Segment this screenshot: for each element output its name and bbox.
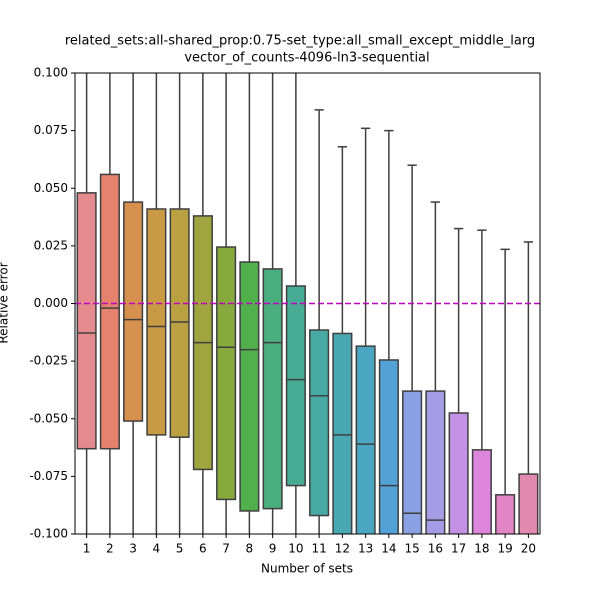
x-tick-label: 13 <box>358 542 373 556</box>
x-tick-label: 1 <box>83 542 91 556</box>
box <box>425 390 446 534</box>
x-tick-label: 7 <box>222 542 230 556</box>
y-tick-label: 0.025 <box>34 238 68 252</box>
x-tick-label: 10 <box>288 542 303 556</box>
box <box>123 201 144 422</box>
x-tick-label: 17 <box>451 542 466 556</box>
y-tick-label: 0.000 <box>34 296 68 310</box>
y-tick-label: 0.100 <box>34 66 68 80</box>
x-tick-label: 5 <box>176 542 184 556</box>
x-axis-label: Number of sets <box>261 562 353 576</box>
box <box>471 449 492 534</box>
x-tick-label: 9 <box>269 542 277 556</box>
y-tick-label: -0.025 <box>29 354 68 368</box>
y-tick-label: -0.100 <box>29 527 68 541</box>
box <box>146 208 167 436</box>
chart-title: vector_of_counts-4096-ln3-sequential <box>184 51 429 66</box>
x-tick-label: 2 <box>106 542 114 556</box>
box <box>378 359 399 534</box>
box <box>448 412 469 534</box>
box <box>262 268 283 510</box>
plot-area <box>75 73 540 534</box>
y-axis-label: Relative error <box>0 262 11 343</box>
box <box>495 494 516 534</box>
x-tick-label: 18 <box>474 542 489 556</box>
y-tick-label: 0.050 <box>34 181 68 195</box>
x-tick-label: 16 <box>428 542 443 556</box>
box <box>285 285 306 487</box>
box <box>309 329 330 517</box>
x-tick-label: 8 <box>246 542 254 556</box>
x-tick-label: 15 <box>404 542 419 556</box>
plot-frame <box>74 72 541 535</box>
x-tick-label: 14 <box>381 542 396 556</box>
y-tick-label: 0.075 <box>34 123 68 137</box>
x-tick-label: 11 <box>311 542 326 556</box>
chart-title: related_sets:all-shared_prop:0.75-set_ty… <box>65 34 535 49</box>
box <box>216 246 237 501</box>
box <box>99 173 120 450</box>
x-tick-label: 6 <box>199 542 207 556</box>
box <box>332 332 353 534</box>
box <box>355 345 376 534</box>
x-tick-label: 19 <box>497 542 512 556</box>
x-tick-label: 20 <box>521 542 536 556</box>
box <box>239 261 260 512</box>
box <box>518 473 539 534</box>
box <box>402 390 423 534</box>
x-tick-label: 3 <box>129 542 137 556</box>
y-tick-label: -0.075 <box>29 469 68 483</box>
y-tick-label: -0.050 <box>29 411 68 425</box>
box <box>169 208 190 438</box>
x-tick-label: 4 <box>153 542 161 556</box>
box <box>76 192 97 450</box>
x-tick-label: 12 <box>335 542 350 556</box>
